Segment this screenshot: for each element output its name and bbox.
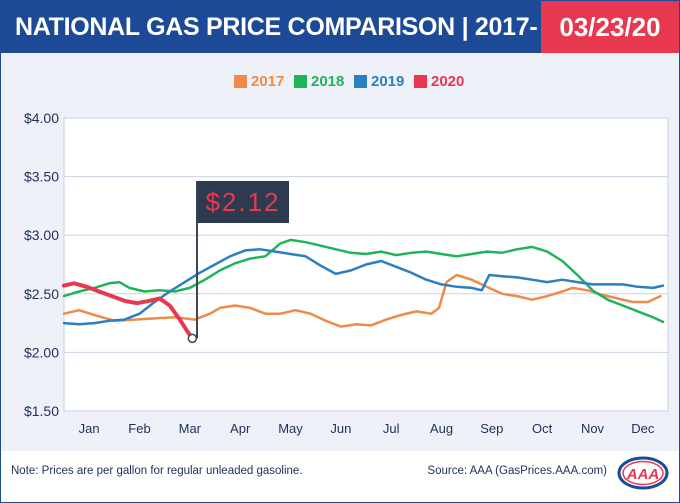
y-tick-label: $4.00 [24, 110, 59, 126]
x-tick-label: Jul [383, 421, 400, 436]
chart-area: 2017 2018 2019 2020 $1.50 $2.00 $2.50 $3.00 $3.… [1, 53, 679, 451]
footer: Note: Prices are per gallon for regular … [1, 451, 679, 502]
annotation-price: $2.12 [205, 187, 280, 217]
x-tick-label: Jun [330, 421, 351, 436]
legend-label-2017: 2017 [251, 73, 284, 90]
legend-label-2019: 2019 [371, 73, 404, 90]
annotation-sign [197, 181, 289, 223]
y-tick-label: $3.00 [24, 227, 59, 243]
x-tick-label: Oct [532, 421, 553, 436]
page-title: NATIONAL GAS PRICE COMPARISON | 2017-202… [1, 1, 541, 93]
x-tick-label: May [278, 421, 303, 436]
price-annotation: $2.12 [187, 181, 289, 344]
annotation-dot [187, 333, 198, 344]
y-tick-label: $2.00 [24, 344, 59, 360]
aaa-logo: AAA [617, 456, 669, 490]
legend-label-2018: 2018 [311, 73, 344, 90]
x-tick-label: Dec [631, 421, 655, 436]
series-line-2017 [62, 273, 662, 328]
legend-swatch-2019 [354, 75, 367, 88]
legend-swatch-2020 [414, 75, 427, 88]
legend-label-2020: 2020 [431, 73, 464, 90]
x-tick-label: Feb [128, 421, 150, 436]
series-line-2020 [62, 281, 195, 341]
x-tick-label: Apr [230, 421, 251, 436]
series-lines [62, 238, 665, 341]
legend-swatch-2018 [294, 75, 307, 88]
y-axis: $1.50 $2.00 $2.50 $3.00 $3.50 $4.00 [24, 110, 59, 419]
y-tick-label: $1.50 [24, 403, 59, 419]
x-axis: Jan Feb Mar Apr May Jun Jul Aug Sep Oct Nov Dec [79, 421, 655, 436]
legend-swatch-2017 [234, 75, 247, 88]
x-tick-label: Aug [430, 421, 453, 436]
header: NATIONAL GAS PRICE COMPARISON | 2017-202… [1, 1, 679, 93]
line-chart: 2017 2018 2019 2020 $1.50 $2.00 $2.50 $3.00 $3.… [24, 73, 669, 436]
x-tick-label: Sep [480, 421, 503, 436]
x-tick-label: Mar [179, 421, 202, 436]
series-line-2018 [62, 238, 665, 324]
footer-note: Note: Prices are per gallon for regular … [11, 465, 303, 477]
series-line-2019 [62, 248, 665, 326]
x-tick-label: Jan [79, 421, 100, 436]
y-tick-label: $3.50 [24, 169, 59, 185]
date-badge: 03/23/20 [541, 1, 679, 53]
y-tick-label: $2.50 [24, 286, 59, 302]
x-tick-label: Nov [581, 421, 605, 436]
source-credit: Source: AAA (GasPrices.AAA.com) [427, 465, 607, 477]
logo-text: AAA [626, 466, 660, 483]
legend: 2017 2018 2019 2020 [234, 73, 464, 90]
